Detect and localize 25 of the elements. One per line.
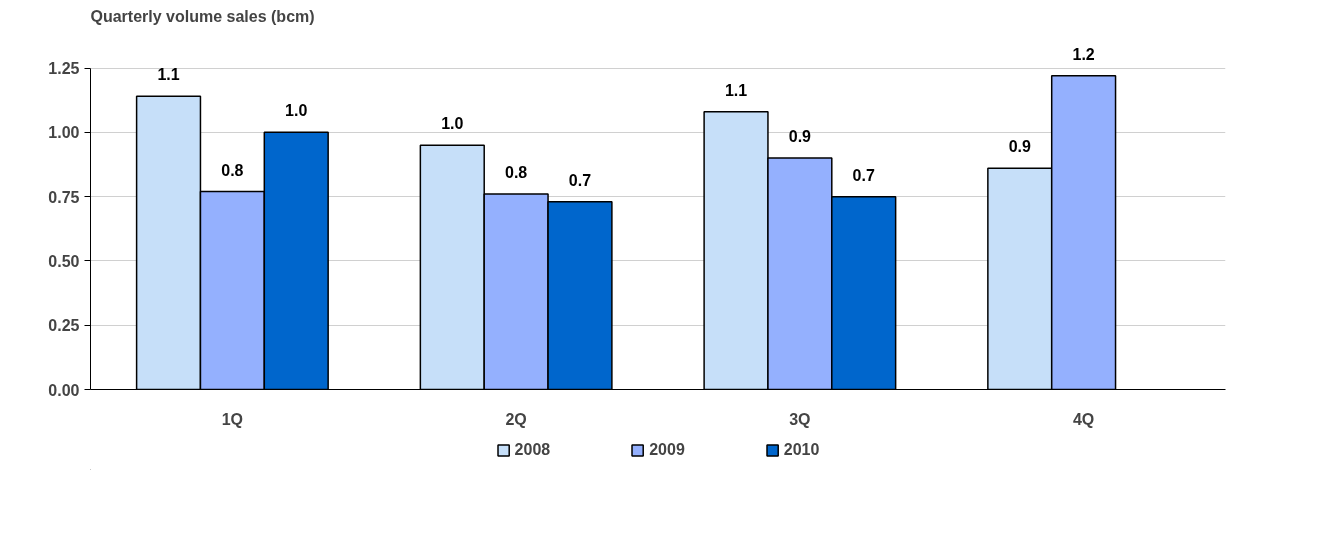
x-tick-label: 3Q bbox=[789, 410, 811, 428]
data-label: 1.0 bbox=[441, 115, 464, 133]
x-tick-label: 2Q bbox=[505, 410, 527, 428]
y-tick-label: 1.25 bbox=[48, 60, 80, 78]
data-label: 0.7 bbox=[568, 171, 592, 189]
x-tick-label: 1Q bbox=[221, 410, 244, 428]
data-label: 0.8 bbox=[221, 161, 244, 179]
data-label: 1.2 bbox=[1072, 45, 1095, 63]
y-tick-label: 1.00 bbox=[48, 124, 80, 142]
legend-label: 2008 bbox=[514, 441, 551, 459]
data-label: 1.0 bbox=[285, 102, 308, 120]
y-tick-label: 0.00 bbox=[48, 381, 80, 399]
legend-label: 2009 bbox=[649, 441, 685, 459]
y-tick-label: 0.50 bbox=[48, 252, 80, 270]
y-tick-label: 0.75 bbox=[48, 188, 80, 206]
x-tick-label: 4Q bbox=[1072, 410, 1095, 428]
y-tick-label: 0.25 bbox=[48, 317, 80, 335]
data-label: 0.9 bbox=[1008, 138, 1031, 156]
legend-label: 2010 bbox=[783, 441, 820, 459]
data-label: 1.1 bbox=[724, 81, 748, 99]
data-label: 0.7 bbox=[852, 166, 875, 184]
data-label: 0.9 bbox=[788, 128, 812, 146]
chart-title: Quarterly volume sales (bcm) bbox=[90, 7, 315, 25]
data-label: 1.1 bbox=[157, 66, 180, 84]
data-label: 0.8 bbox=[505, 164, 528, 182]
